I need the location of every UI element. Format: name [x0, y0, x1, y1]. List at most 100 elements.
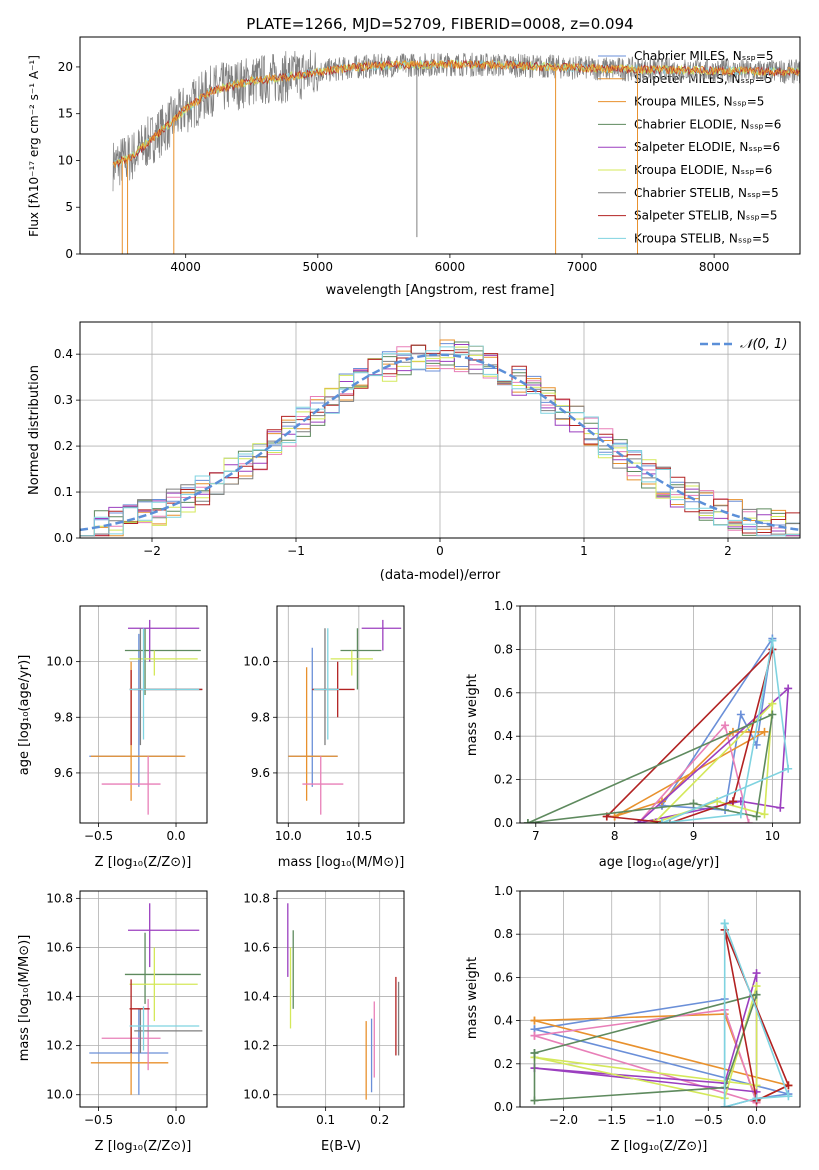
plot-area	[287, 903, 400, 1100]
weight-marker	[760, 810, 769, 819]
x-tick-label: 7000	[567, 260, 598, 274]
weight-marker	[657, 819, 666, 823]
y-tick-label: 0.2	[54, 439, 73, 453]
weight-marker	[650, 819, 659, 823]
weight-marker	[776, 803, 785, 812]
y-tick-label: 0.0	[494, 816, 513, 830]
weight-marker	[784, 684, 793, 693]
y-tick-label: 0.2	[494, 1057, 513, 1071]
x-tick-label: 10.0	[275, 829, 302, 843]
x-tick-label: −1.5	[597, 1113, 626, 1127]
wz-xlabel: Z [log₁₀(Z/Z⊙)]	[611, 1139, 708, 1154]
y-tick-label: 0.4	[494, 1014, 513, 1028]
y-tick-label: 10.6	[46, 940, 73, 954]
plot-area	[89, 619, 203, 815]
residual-histogram	[80, 344, 800, 537]
x-tick-label: 1	[580, 544, 588, 558]
legend-label: Kroupa STELIB, Nₛₛₚ=5	[634, 231, 770, 245]
weight-marker	[768, 699, 777, 708]
x-tick-label: −0.5	[694, 1113, 723, 1127]
x-tick-label: 4000	[170, 260, 201, 274]
axes-frame	[79, 890, 208, 1108]
y-tick-label: 20	[58, 60, 73, 74]
y-tick-label: 10.0	[243, 1088, 270, 1102]
y-tick-label: 9.8	[54, 710, 73, 724]
weight-marker	[768, 710, 777, 719]
masse-xlabel: E(B-V)	[321, 1139, 361, 1154]
massz-xlabel: Z [log₁₀(Z/Z⊙)]	[95, 1139, 192, 1154]
weight-line	[661, 638, 774, 811]
x-tick-label: 5000	[303, 260, 334, 274]
residual-histogram	[80, 341, 800, 537]
y-tick-label: 10.8	[243, 891, 270, 905]
y-tick-label: 10.2	[243, 1039, 270, 1053]
y-tick-label: 15	[58, 107, 73, 121]
weight-line	[637, 723, 750, 823]
residuals-legend-label: 𝒩(0, 1)	[740, 337, 787, 352]
x-tick-label: −1	[287, 544, 305, 558]
panel-age-vs-z: Z [log₁₀(Z/Z⊙)] age [log₁₀(age/yr)] −0.5…	[17, 605, 208, 870]
x-tick-label: −2	[143, 544, 161, 558]
x-tick-label: 0.0	[166, 829, 185, 843]
spectrum-data-line	[112, 49, 800, 192]
weight-marker	[720, 1103, 729, 1107]
weight-marker	[744, 819, 753, 823]
plot-area	[523, 634, 793, 823]
y-tick-label: 9.8	[251, 710, 270, 724]
y-tick-label: 0	[65, 247, 73, 261]
y-tick-label: 10.8	[46, 891, 73, 905]
x-tick-label: −0.5	[84, 829, 113, 843]
axes-frame	[276, 605, 405, 824]
y-tick-label: 0.8	[494, 642, 513, 656]
weight-marker	[784, 1092, 793, 1101]
x-tick-label: 6000	[435, 260, 466, 274]
spectrum-xlabel: wavelength [Angstrom, rest frame]	[326, 283, 555, 298]
y-tick-label: 0.2	[494, 773, 513, 787]
y-tick-label: 0.8	[494, 927, 513, 941]
x-tick-label: 8	[611, 829, 619, 843]
y-tick-label: 0.6	[494, 970, 513, 984]
legend-label: Kroupa ELODIE, Nₛₛₚ=6	[634, 163, 772, 177]
weight-marker	[784, 764, 793, 773]
y-tick-label: 10.0	[46, 655, 73, 669]
weight-marker	[523, 819, 532, 823]
axes-frame	[276, 890, 405, 1108]
legend-label: Salpeter ELODIE, Nₛₛₚ=6	[634, 140, 780, 154]
residuals-xlabel: (data-model)/error	[380, 568, 501, 583]
gaussian-curve	[80, 353, 800, 532]
legend-label: Chabrier STELIB, Nₛₛₚ=5	[634, 186, 779, 200]
x-tick-label: 0	[436, 544, 444, 558]
legend-label: Chabrier ELODIE, Nₛₛₚ=6	[634, 117, 781, 131]
y-tick-label: 0.0	[494, 1100, 513, 1114]
weight-marker	[728, 797, 737, 806]
weight-marker	[530, 1031, 539, 1040]
weight-marker	[736, 810, 745, 819]
x-tick-label: 0.2	[370, 1113, 389, 1127]
weight-marker	[530, 1016, 539, 1025]
panel-age-vs-mass: mass [log₁₀(M/M⊙)] 10.0 10.5 9.6 9.8 10.0	[243, 605, 405, 870]
residual-histogram	[80, 345, 800, 537]
weight-marker	[760, 727, 769, 736]
axes-frame	[79, 36, 801, 255]
panel-weight-vs-z: Z [log₁₀(Z/Z⊙)] mass weight −2.0 −1.5 −1.0…	[465, 884, 801, 1154]
weight-line	[534, 972, 758, 1093]
panel-weight-vs-age: age [log₁₀(age/yr)] mass weight 7 8 9 10 0.0…	[465, 599, 801, 870]
spectrum-model-line	[112, 58, 800, 168]
panel-mass-vs-z: Z [log₁₀(Z/Z⊙)] mass [log₁₀(M/M⊙)] −0.5 0…	[17, 890, 208, 1154]
massz-ylabel: mass [log₁₀(M/M⊙)]	[17, 935, 32, 1062]
agez-ylabel: age [log₁₀(age/yr)]	[17, 655, 32, 776]
x-tick-label: 0.0	[747, 1113, 766, 1127]
legend-label: Salpeter STELIB, Nₛₛₚ=5	[634, 209, 778, 223]
y-tick-label: 10.4	[243, 990, 270, 1004]
y-tick-label: 5	[65, 200, 73, 214]
wage-ylabel: mass weight	[465, 674, 480, 756]
residuals-ylabel: Normed distribution	[27, 365, 42, 495]
weight-marker	[736, 710, 745, 719]
y-tick-label: 10.6	[243, 940, 270, 954]
x-tick-label: 10.5	[345, 829, 372, 843]
panel-residuals: (data-model)/error Normed distribution 𝒩…	[27, 321, 801, 583]
y-tick-label: 0.3	[54, 393, 73, 407]
plot-area	[112, 49, 800, 254]
